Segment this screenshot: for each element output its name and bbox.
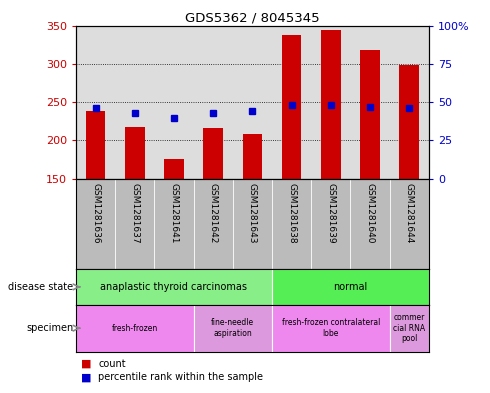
Bar bbox=[272, 269, 429, 305]
Text: GSM1281639: GSM1281639 bbox=[326, 183, 335, 244]
Bar bbox=[203, 128, 223, 179]
Text: GSM1281644: GSM1281644 bbox=[405, 183, 414, 244]
Text: fresh-frozen contralateral
lobe: fresh-frozen contralateral lobe bbox=[282, 318, 380, 338]
Bar bbox=[272, 305, 390, 352]
Text: GSM1281636: GSM1281636 bbox=[91, 183, 100, 244]
Text: GSM1281641: GSM1281641 bbox=[170, 183, 178, 244]
Text: ■: ■ bbox=[81, 372, 91, 382]
Bar bbox=[76, 269, 272, 305]
Bar bbox=[390, 305, 429, 352]
Bar bbox=[194, 305, 272, 352]
Bar bbox=[86, 111, 105, 179]
Text: commer
cial RNA
pool: commer cial RNA pool bbox=[393, 313, 425, 343]
Text: GSM1281642: GSM1281642 bbox=[209, 183, 218, 244]
Text: fine-needle
aspiration: fine-needle aspiration bbox=[211, 318, 254, 338]
Bar bbox=[76, 305, 194, 352]
Text: specimen: specimen bbox=[26, 323, 74, 333]
Bar bbox=[243, 134, 262, 179]
Text: disease state: disease state bbox=[8, 282, 74, 292]
Bar bbox=[399, 65, 419, 179]
Text: GSM1281638: GSM1281638 bbox=[287, 183, 296, 244]
Text: percentile rank within the sample: percentile rank within the sample bbox=[98, 372, 263, 382]
Bar bbox=[125, 127, 145, 179]
Bar bbox=[164, 159, 184, 179]
Bar bbox=[321, 30, 341, 179]
Text: count: count bbox=[98, 358, 125, 369]
Bar bbox=[360, 50, 380, 179]
Text: anaplastic thyroid carcinomas: anaplastic thyroid carcinomas bbox=[100, 282, 247, 292]
Text: fresh-frozen: fresh-frozen bbox=[112, 324, 158, 332]
Text: ■: ■ bbox=[81, 358, 91, 369]
Text: GSM1281640: GSM1281640 bbox=[366, 183, 374, 244]
Text: normal: normal bbox=[333, 282, 368, 292]
Title: GDS5362 / 8045345: GDS5362 / 8045345 bbox=[185, 11, 319, 24]
Text: GSM1281637: GSM1281637 bbox=[130, 183, 139, 244]
Bar bbox=[282, 35, 301, 179]
Text: GSM1281643: GSM1281643 bbox=[248, 183, 257, 244]
